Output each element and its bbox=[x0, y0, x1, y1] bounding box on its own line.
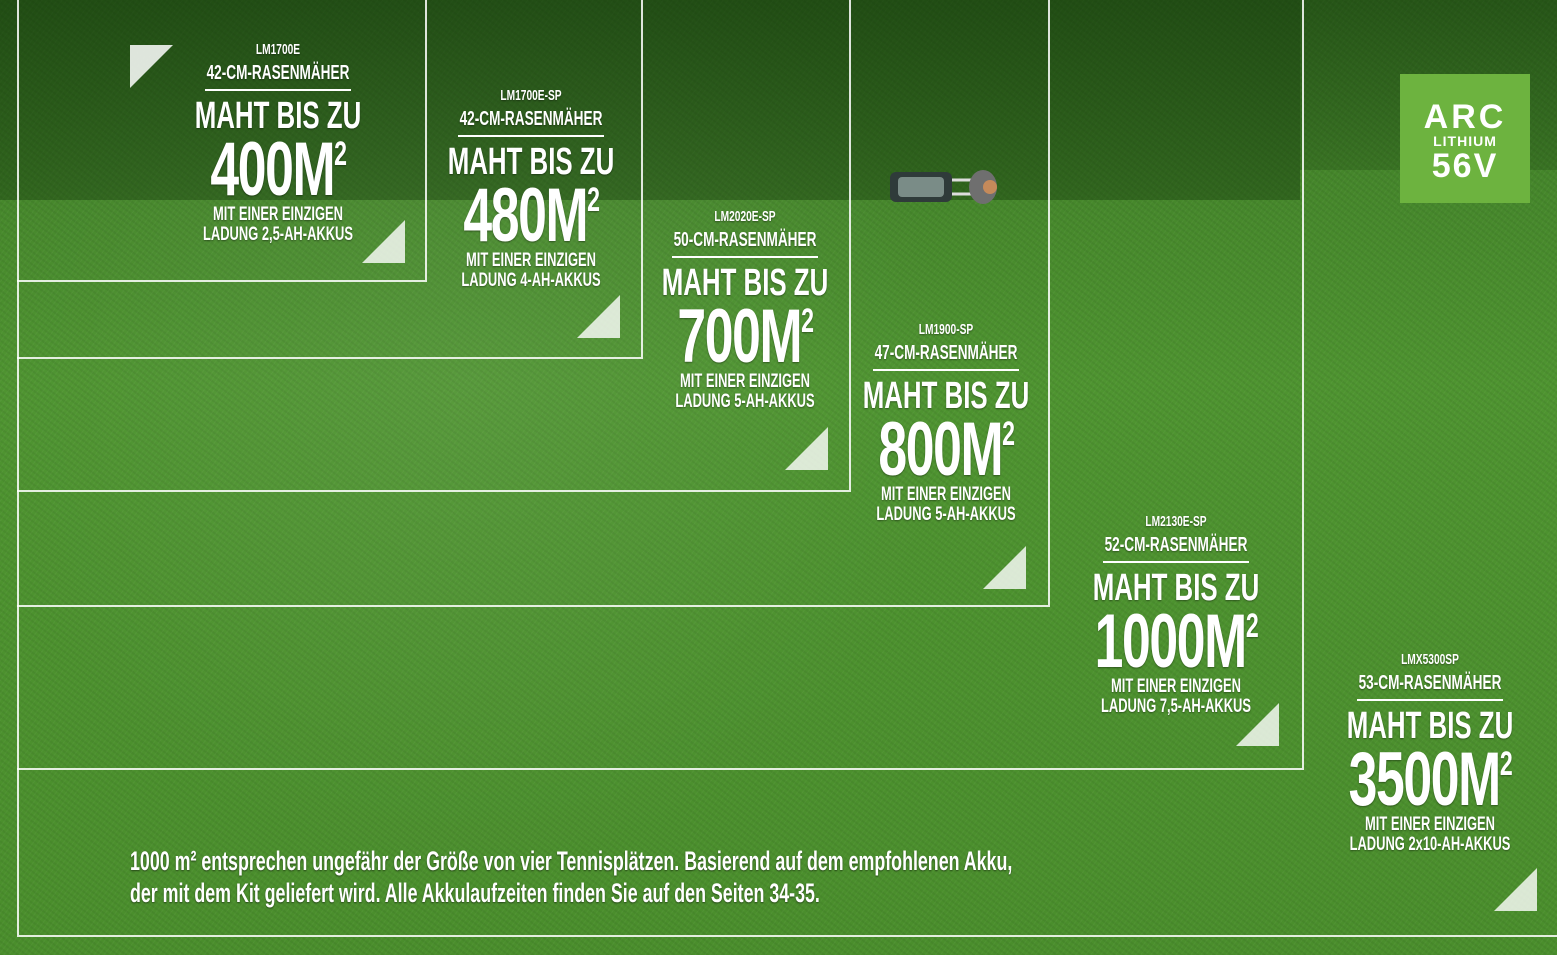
note: LADUNG 2x10-AH-AKKUS bbox=[1349, 834, 1511, 855]
note: MIT EINER EINZIGEN bbox=[466, 250, 596, 271]
footnote: 1000 m² entsprechen ungefähr der Größe v… bbox=[130, 846, 1013, 876]
area-value: 700M bbox=[677, 294, 802, 379]
note: LADUNG 7,5-AH-AKKUS bbox=[1100, 696, 1252, 717]
area: 480M2 bbox=[429, 178, 633, 254]
footnote: der mit dem Kit geliefert wird. Alle Akk… bbox=[130, 878, 820, 908]
corner-mark bbox=[785, 427, 828, 470]
logo-brand: ARC bbox=[1423, 98, 1507, 136]
product-type: 42-CM-RASENMÄHER bbox=[206, 62, 350, 84]
product: LM1900-SP 47-CM-RASENMÄHER MAHT BIS ZU 800M… bbox=[796, 319, 1096, 525]
product-type: 50-CM-RASENMÄHER bbox=[673, 229, 817, 251]
area-exponent: 2 bbox=[1002, 415, 1015, 453]
note: LADUNG 5-AH-AKKUS bbox=[876, 504, 1016, 525]
model: LM2020E-SP bbox=[714, 208, 776, 225]
corner-mark bbox=[1494, 868, 1537, 911]
product: LM1700E 42-CM-RASENMÄHER MAHT BIS ZU 400M2 M… bbox=[128, 39, 428, 245]
area-exponent: 2 bbox=[334, 135, 347, 173]
headline: MAHT BIS ZU bbox=[447, 141, 615, 183]
area-exponent: 2 bbox=[1245, 607, 1259, 645]
area-outline bbox=[17, 0, 427, 282]
logo: ARC LITHIUM 56V bbox=[1400, 74, 1530, 203]
product-type: 53-CM-RASENMÄHER bbox=[1358, 672, 1502, 694]
product-type: 52-CM-RASENMÄHER bbox=[1104, 534, 1248, 556]
shade bbox=[0, 0, 1300, 200]
logo-line: LITHIUM bbox=[1433, 133, 1497, 149]
area-exponent: 2 bbox=[1499, 745, 1513, 783]
divider bbox=[873, 369, 1019, 371]
product-type: 47-CM-RASENMÄHER bbox=[874, 342, 1018, 364]
product: LM2020E-SP 50-CM-RASENMÄHER MAHT BIS ZU 700… bbox=[595, 206, 895, 412]
corner-mark bbox=[577, 295, 620, 338]
area-value: 800M bbox=[878, 407, 1003, 492]
area-exponent: 2 bbox=[587, 181, 600, 219]
corner-mark bbox=[983, 546, 1026, 589]
headline: MAHT BIS ZU bbox=[1346, 705, 1514, 747]
area-value: 3500M bbox=[1348, 737, 1502, 822]
logo-voltage: 56V bbox=[1431, 147, 1499, 185]
area-outline bbox=[17, 0, 643, 359]
corner-mark bbox=[1236, 703, 1279, 746]
divider bbox=[458, 135, 604, 137]
product: LM2130E-SP 52-CM-RASENMÄHER MAHT BIS ZU 100… bbox=[1026, 511, 1326, 717]
corner-mark bbox=[362, 220, 405, 263]
area-value: 400M bbox=[210, 127, 335, 212]
area: 800M2 bbox=[844, 412, 1048, 488]
model: LMX5300SP bbox=[1401, 651, 1459, 668]
mower-icon bbox=[890, 170, 997, 204]
area-value: 480M bbox=[463, 173, 588, 258]
divider bbox=[1103, 561, 1249, 563]
model: LM1900-SP bbox=[918, 321, 974, 338]
divider bbox=[672, 256, 818, 258]
note: LADUNG 5-AH-AKKUS bbox=[675, 391, 815, 412]
area-value: 1000M bbox=[1094, 599, 1248, 684]
note: MIT EINER EINZIGEN bbox=[680, 371, 810, 392]
area-outline bbox=[17, 0, 851, 492]
model: LM1700E-SP bbox=[500, 87, 562, 104]
note: MIT EINER EINZIGEN bbox=[213, 204, 343, 225]
product: LM1700E-SP 42-CM-RASENMÄHER MAHT BIS ZU 480… bbox=[381, 85, 681, 291]
note: LADUNG 4-AH-AKKUS bbox=[461, 270, 601, 291]
product: LMX5300SP 53-CM-RASENMÄHER MAHT BIS ZU 3500… bbox=[1280, 649, 1557, 855]
model: LM1700E bbox=[255, 41, 301, 58]
note: LADUNG 2,5-AH-AKKUS bbox=[202, 224, 354, 245]
product-type: 42-CM-RASENMÄHER bbox=[459, 108, 603, 130]
corner-mark bbox=[130, 45, 173, 88]
headline: MAHT BIS ZU bbox=[661, 262, 829, 304]
area-outline bbox=[17, 0, 1050, 607]
headline: MAHT BIS ZU bbox=[1092, 567, 1260, 609]
model: LM2130E-SP bbox=[1145, 513, 1207, 530]
note: MIT EINER EINZIGEN bbox=[881, 484, 1011, 505]
area-outline bbox=[17, 0, 1557, 937]
area-exponent: 2 bbox=[801, 302, 814, 340]
headline: MAHT BIS ZU bbox=[194, 95, 362, 137]
area-outline bbox=[17, 0, 1304, 770]
area: 3500M2 bbox=[1328, 742, 1532, 818]
note: MIT EINER EINZIGEN bbox=[1365, 814, 1495, 835]
note: MIT EINER EINZIGEN bbox=[1111, 676, 1241, 697]
area: 700M2 bbox=[643, 299, 847, 375]
area: 400M2 bbox=[176, 132, 380, 208]
divider bbox=[205, 89, 351, 91]
headline: MAHT BIS ZU bbox=[862, 375, 1030, 417]
divider bbox=[1357, 699, 1503, 701]
area: 1000M2 bbox=[1074, 604, 1278, 680]
